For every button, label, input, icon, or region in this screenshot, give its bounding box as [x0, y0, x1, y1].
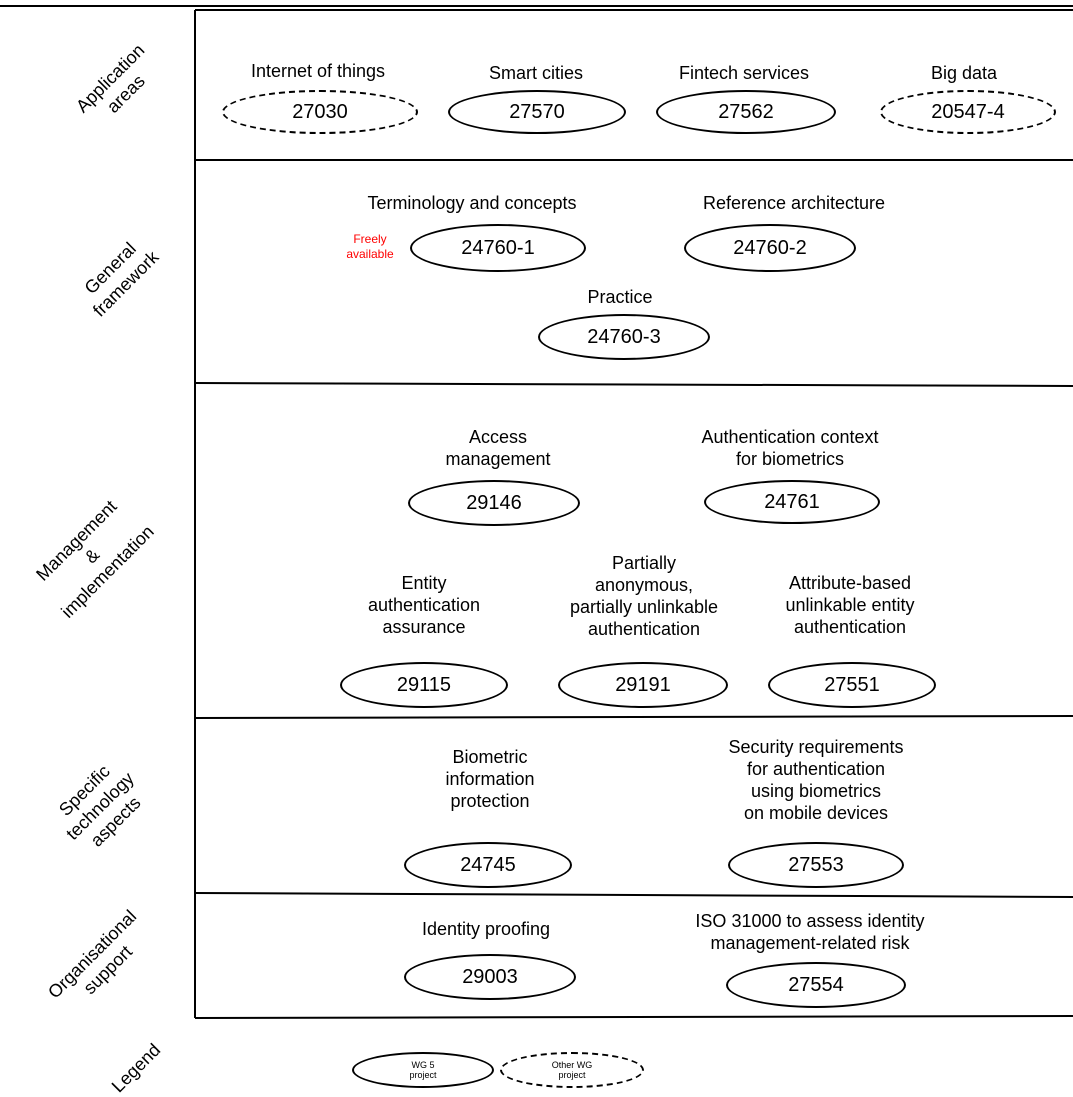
project-oval-wg5: 27570 — [448, 90, 626, 134]
title-line: on mobile devices — [743, 803, 889, 823]
title-line: information — [445, 769, 535, 789]
freely-available-note: Freely available — [346, 232, 393, 262]
title-line: assurance — [382, 617, 466, 637]
project-code: 29146 — [466, 491, 522, 514]
project-title: Partially anonymous, partially unlinkabl… — [570, 552, 718, 640]
project-code: 27570 — [509, 100, 565, 123]
title-line: management-related risk — [710, 933, 910, 953]
divider-4 — [194, 892, 1073, 898]
project-code: 24760-1 — [461, 236, 535, 259]
project-title: Attribute-based unlinkable entity authen… — [785, 572, 914, 638]
frame-bottom — [194, 1015, 1073, 1019]
note-line: available — [346, 247, 394, 261]
legend-line: WG 5 — [411, 1060, 435, 1070]
project-code: 20547-4 — [931, 100, 1005, 123]
title-line: Partially — [611, 553, 677, 573]
divider-3 — [194, 715, 1073, 719]
project-title: Smart cities — [488, 63, 584, 83]
project-oval-wg5: 24761 — [704, 480, 880, 524]
project-oval-wg5: 27554 — [726, 962, 906, 1008]
title-line: partially unlinkable — [569, 597, 719, 617]
project-title: Terminology and concepts — [367, 193, 577, 213]
project-oval-other-wg: 27030 — [222, 90, 418, 134]
project-title: ISO 31000 to assess identity management-… — [695, 910, 924, 954]
project-oval-wg5: 27553 — [728, 842, 904, 888]
project-oval-wg5: 29115 — [340, 662, 508, 708]
project-title: Reference architecture — [702, 193, 886, 213]
title-line: Authentication context — [701, 427, 879, 447]
title-line: using biometrics — [750, 781, 882, 801]
project-code: 27030 — [292, 100, 348, 123]
project-oval-other-wg: 20547-4 — [880, 90, 1056, 134]
title-line: Biometric — [452, 747, 528, 767]
project-code: 24745 — [460, 853, 516, 876]
project-title: Internet of things — [250, 61, 386, 81]
project-oval-wg5: 24760-2 — [684, 224, 856, 272]
legend-line: Other WG — [551, 1060, 593, 1070]
project-title: Access management — [445, 426, 550, 470]
title-line: authentication — [367, 595, 481, 615]
project-title: Practice — [587, 287, 653, 307]
note-line: Freely — [353, 232, 387, 246]
title-line: for authentication — [746, 759, 886, 779]
title-line: Entity — [401, 573, 447, 593]
project-oval-wg5: 29191 — [558, 662, 728, 708]
project-title: Biometric information protection — [445, 746, 534, 812]
title-line: Security requirements — [728, 737, 904, 757]
project-code: 27553 — [788, 853, 844, 876]
project-oval-wg5: 29003 — [404, 954, 576, 1000]
project-title: Fintech services — [678, 63, 810, 83]
project-code: 24761 — [764, 490, 820, 513]
project-oval-wg5: 27551 — [768, 662, 936, 708]
legend-other-wg-oval: Other WG project — [500, 1052, 644, 1088]
project-oval-wg5: 29146 — [408, 480, 580, 526]
project-code: 27554 — [788, 973, 844, 996]
title-line: authentication — [793, 617, 907, 637]
project-code: 24760-3 — [587, 325, 661, 348]
project-code: 29191 — [615, 673, 671, 696]
divider-2 — [194, 382, 1073, 387]
project-code: 24760-2 — [733, 236, 807, 259]
title-line: anonymous, — [594, 575, 694, 595]
title-line: Attribute-based — [788, 573, 912, 593]
project-title: Security requirements for authentication… — [728, 736, 903, 824]
title-line: protection — [450, 791, 530, 811]
project-title: Big data — [930, 63, 998, 83]
project-code: 29115 — [396, 673, 452, 696]
project-title: Entity authentication assurance — [368, 572, 480, 638]
legend-line: project — [558, 1070, 586, 1080]
title-line: ISO 31000 to assess identity — [695, 911, 925, 931]
title-line: authentication — [587, 619, 701, 639]
project-oval-wg5: 24745 — [404, 842, 572, 888]
title-line: management — [445, 449, 551, 469]
project-oval-wg5: 24760-3 — [538, 314, 710, 360]
title-line: unlinkable entity — [785, 595, 915, 615]
project-title: Identity proofing — [421, 919, 551, 939]
title-line: Access — [468, 427, 528, 447]
project-oval-wg5: 24760-1 — [410, 224, 586, 272]
legend-line: project — [409, 1070, 437, 1080]
project-code: 27551 — [824, 673, 880, 696]
project-code: 27562 — [718, 100, 774, 123]
project-oval-wg5: 27562 — [656, 90, 836, 134]
title-line: for biometrics — [735, 449, 845, 469]
project-title: Authentication context for biometrics — [701, 426, 878, 470]
project-code: 29003 — [462, 965, 518, 988]
legend-wg5-oval: WG 5 project — [352, 1052, 494, 1088]
